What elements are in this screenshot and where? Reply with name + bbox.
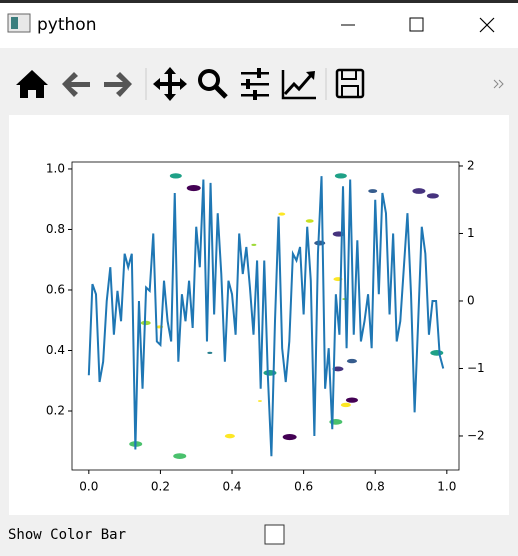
window-border (0, 0, 518, 3)
scatter-point (278, 212, 286, 216)
close-button[interactable] (479, 17, 495, 33)
scatter-point (169, 173, 182, 179)
scatter-point (173, 453, 187, 459)
y2-tick-label: 1 (467, 226, 475, 240)
scatter-point (332, 231, 345, 237)
scatter-point (332, 366, 344, 372)
x-tick-label: 0.0 (79, 480, 98, 494)
scatter-point (207, 351, 213, 355)
configure-button[interactable] (241, 68, 269, 100)
pan-button[interactable] (153, 67, 187, 101)
scatter-point (257, 400, 262, 402)
y2-tick-label: −1 (467, 361, 485, 375)
plot-area: 0.0 0.2 0.4 0.6 0.8 1.0 0.2 0.4 0.6 0.8 1.0 −2 −1 0 1 2 (46, 158, 485, 493)
scatter-point (340, 402, 351, 408)
scatter-point (282, 433, 297, 441)
window-title: python (37, 15, 96, 35)
scatter-point (412, 188, 426, 194)
x-tick-label: 0.2 (151, 480, 170, 494)
x-tick-label: 0.6 (294, 480, 313, 494)
scatter-point (426, 193, 439, 199)
x-tick-label: 1.0 (437, 480, 456, 494)
y-tick-label: 1.0 (46, 161, 65, 175)
scatter-point (346, 358, 357, 364)
y-tick-label: 0.2 (46, 404, 65, 418)
scatter-point (334, 173, 347, 179)
x-tick-label: 0.4 (222, 480, 241, 494)
scatter-point (430, 350, 444, 356)
scatter-point (224, 433, 235, 439)
y-tick-label: 0.4 (46, 343, 65, 357)
axes-frame (71, 161, 460, 471)
scatter-point (345, 397, 358, 403)
x-tick-label: 0.8 (366, 480, 385, 494)
maximize-button[interactable] (409, 17, 424, 32)
zoom-button[interactable] (198, 69, 228, 99)
color-bar-checkbox[interactable] (264, 524, 285, 545)
line-series (87, 176, 445, 457)
forward-button[interactable] (104, 72, 132, 97)
toolbar-overflow[interactable] (493, 79, 504, 89)
back-button[interactable] (62, 72, 90, 97)
edit-axis-button[interactable] (281, 70, 316, 100)
toolbar (16, 67, 504, 101)
y2-tick-label: 2 (467, 158, 475, 172)
y-tick-label: 0.6 (46, 282, 65, 296)
y2-tick-label: −2 (467, 428, 485, 442)
scatter-point (368, 189, 378, 194)
scatter-point (305, 219, 314, 223)
home-button[interactable] (16, 70, 48, 98)
scatter-point (186, 184, 201, 192)
scatter-point (251, 243, 257, 246)
y2-tick-label: 0 (467, 293, 475, 307)
title-bar (0, 0, 518, 48)
checkbox-label: Show Color Bar (8, 527, 126, 543)
y-tick-label: 0.8 (46, 222, 65, 236)
app-icon (7, 13, 31, 33)
save-button[interactable] (335, 68, 365, 99)
